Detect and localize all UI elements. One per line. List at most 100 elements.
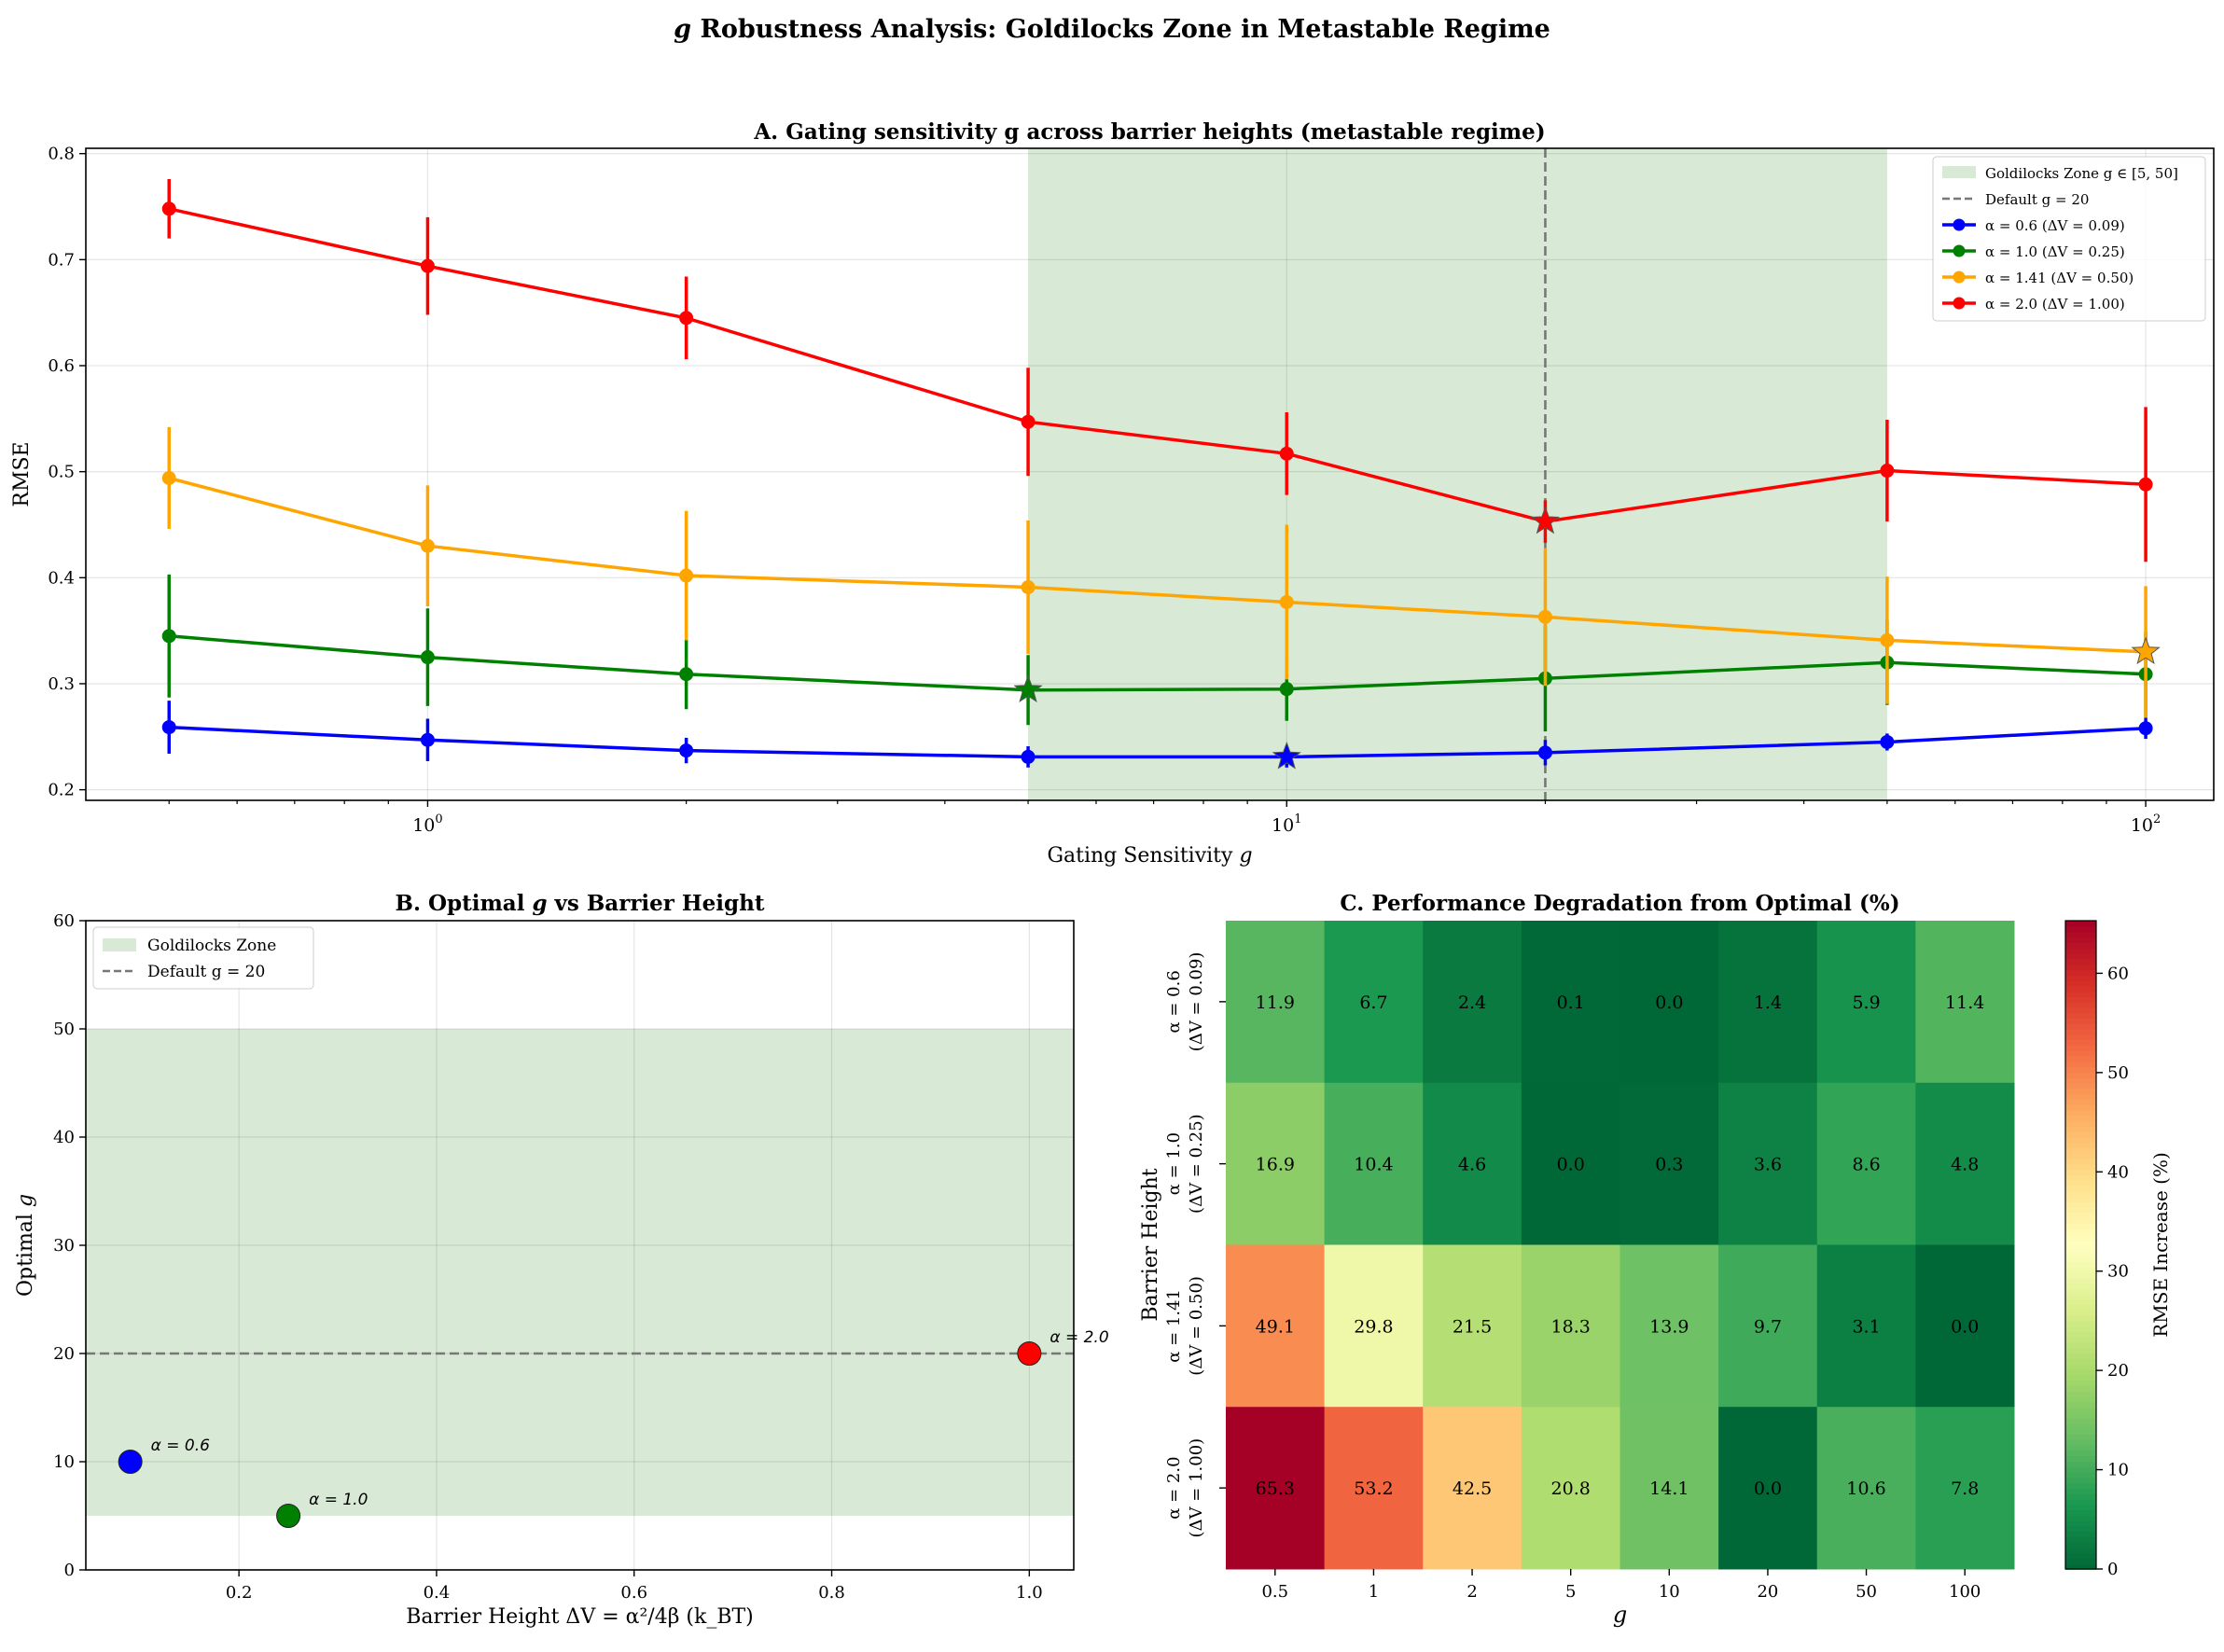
colorbar-segment (2065, 1250, 2096, 1256)
colorbar-segment (2065, 1520, 2096, 1527)
heatmap-cell-label: 8.6 (1852, 1155, 1880, 1175)
heatmap-cell (1226, 1244, 1326, 1408)
y-tick-label: 0 (64, 1561, 75, 1580)
colorbar-segment (2065, 1395, 2096, 1403)
colorbar-segment (2065, 1552, 2096, 1560)
series-0 (161, 701, 2153, 770)
colorbar-segment (2065, 1482, 2096, 1489)
colorbar-segment (2065, 1374, 2096, 1381)
data-point (679, 311, 694, 326)
colorbar-segment (2065, 1547, 2096, 1554)
point-label: α = 2.0 (1049, 1328, 1108, 1347)
colorbar-segment (2065, 1239, 2096, 1246)
colorbar-segment (2065, 1488, 2096, 1494)
colorbar-segment (2065, 1055, 2096, 1062)
heatmap-cell-label: 29.8 (1354, 1316, 1393, 1337)
heatmap-cell-label: 14.1 (1649, 1478, 1689, 1499)
colorbar-segment (2065, 1212, 2096, 1219)
colorbar-segment (2065, 1423, 2096, 1430)
x-tick-label: 2 (1466, 1582, 1477, 1602)
colorbar-segment (2065, 1320, 2096, 1327)
panel-b-x-label: Barrier Height ΔV = α²/4β (k_BT) (406, 1605, 754, 1629)
panel-a-legend: Goldilocks Zone g ∈ [5, 50] Default g = 2… (1932, 156, 2206, 322)
colorbar-segment (2065, 1417, 2096, 1424)
colorbar-segment (2065, 1244, 2096, 1252)
colorbar-segment (2065, 942, 2096, 949)
x-tick-label: 101 (1272, 812, 1301, 836)
data-point (679, 667, 694, 682)
data-point (679, 568, 694, 583)
y-tick-label: 30 (53, 1236, 75, 1256)
heatmap-cell-label: 65.3 (1256, 1478, 1295, 1499)
colorbar-segment (2065, 1563, 2096, 1570)
colorbar-segment (2065, 1066, 2096, 1073)
colorbar-segment (2065, 1287, 2096, 1295)
heatmap-cell (1816, 1082, 1916, 1245)
heatmap-cell-label: 2.4 (1458, 993, 1486, 1013)
point-label: α = 1.0 (309, 1491, 368, 1509)
colorbar-segment (2065, 1450, 2096, 1457)
colorbar-segment (2065, 1336, 2096, 1343)
x-tick-label: 100 (1949, 1582, 1981, 1602)
heatmap-cell-label: 1.4 (1754, 993, 1782, 1013)
heatmap-cell (1816, 921, 1916, 1084)
colorbar-segment (2065, 1293, 2096, 1300)
colorbar-segment (2065, 1099, 2096, 1105)
colorbar-tick-label: 10 (2107, 1461, 2129, 1480)
legend-label-series: α = 1.0 (ΔV = 0.25) (1985, 243, 2125, 260)
heatmap-cell (1423, 1407, 1522, 1570)
series-3 (161, 178, 2153, 562)
colorbar-segment (2065, 1542, 2096, 1548)
colorbar-segment (2065, 1390, 2096, 1397)
heatmap-cell (1619, 1244, 1719, 1408)
heatmap-cell-label: 3.1 (1852, 1316, 1880, 1337)
optimal-star-marker (2131, 636, 2161, 665)
legend-label-zone: Goldilocks Zone g ∈ [5, 50] (1985, 165, 2178, 182)
data-point (420, 732, 435, 747)
legend-box (92, 926, 314, 990)
x-tick-label: 1.0 (1016, 1583, 1043, 1603)
panel-b-y-label: Optimal g (14, 1194, 37, 1297)
y-tick-label: 10 (53, 1452, 75, 1472)
colorbar-segment (2065, 1180, 2096, 1187)
legend-label-series: α = 2.0 (ΔV = 1.00) (1985, 296, 2125, 312)
legend-label-zone: Goldilocks Zone (147, 937, 276, 955)
x-tick-label: 0.5 (1261, 1582, 1288, 1602)
colorbar-segment (2065, 1455, 2096, 1462)
heatmap-cell-label: 0.0 (1655, 993, 1683, 1013)
heatmap-cell-label: 0.3 (1655, 1155, 1683, 1175)
heatmap-cell (1324, 1082, 1424, 1245)
y-tick-label: α = 2.0 (ΔV = 1.00) (1164, 1438, 1206, 1538)
colorbar-segment (2065, 1368, 2096, 1376)
colorbar-segment (2065, 1185, 2096, 1192)
optimal-g-point (1017, 1341, 1042, 1366)
heatmap-cell-label: 18.3 (1551, 1316, 1591, 1337)
series-2 (161, 426, 2161, 718)
heatmap-cell (1816, 1407, 1916, 1570)
colorbar-tick-label: 60 (2107, 964, 2129, 983)
heatmap-cell-label: 7.8 (1951, 1478, 1979, 1499)
heatmap-cell-label: 4.6 (1458, 1155, 1486, 1175)
y-tick-label: α = 1.41 (ΔV = 0.50) (1164, 1276, 1206, 1376)
colorbar-segment (2065, 1434, 2096, 1440)
colorbar-segment (2065, 921, 2096, 927)
colorbar-segment (2065, 974, 2096, 981)
colorbar-segment (2065, 1492, 2096, 1500)
colorbar-segment (2065, 1380, 2096, 1386)
colorbar-segment (2065, 1142, 2096, 1149)
colorbar-segment (2065, 1076, 2096, 1084)
colorbar-segment (2065, 1147, 2096, 1154)
heatmap-cell (1423, 1244, 1522, 1408)
series-line (168, 476, 2147, 654)
y-tick-label: 0.8 (48, 145, 75, 164)
colorbar-segment (2065, 1326, 2096, 1332)
heatmap-cell (1226, 1407, 1326, 1570)
colorbar-tick-label: 50 (2107, 1063, 2129, 1083)
colorbar-segment (2065, 1223, 2096, 1229)
colorbar-segment (2065, 937, 2096, 943)
colorbar-segment (2065, 1034, 2096, 1041)
goldilocks-zone-band (86, 1029, 1074, 1516)
heatmap-cell (1324, 1244, 1424, 1408)
colorbar-segment (2065, 1115, 2096, 1122)
